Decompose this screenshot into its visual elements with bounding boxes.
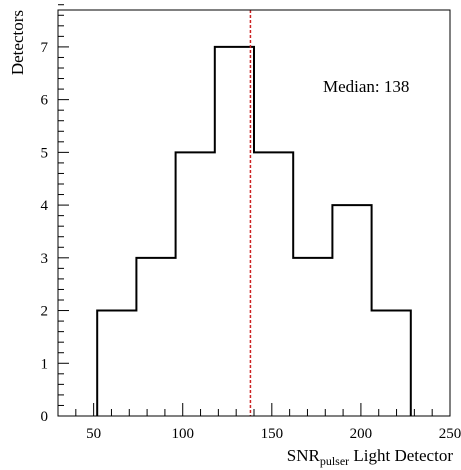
x-tick-label: 100 (171, 426, 194, 442)
x-axis-label: SNRpulser Light Detector (287, 446, 454, 468)
y-tick-label: 0 (41, 409, 49, 425)
y-tick-label: 3 (41, 251, 49, 267)
y-tick-label: 5 (41, 145, 49, 161)
histogram-outline (96, 45, 412, 416)
y-axis-label: Detectors (8, 10, 27, 75)
y-tick-label: 7 (41, 40, 49, 56)
x-axis-label-suffix: Light Detector (349, 446, 453, 465)
y-tick-label: 4 (41, 198, 49, 214)
x-tick-label: 50 (86, 426, 101, 442)
tick-labels: 50 100 150 200 250 0 1 2 3 4 5 6 7 (41, 40, 461, 442)
x-tick-label: 250 (439, 426, 461, 442)
x-tick-label: 200 (350, 426, 373, 442)
y-tick-label: 1 (41, 356, 49, 372)
median-annotation: Median: 138 (323, 77, 409, 96)
y-tick-label: 2 (41, 304, 49, 320)
plot-frame (57, 9, 451, 417)
x-axis-label-main: SNR (287, 446, 321, 465)
x-tick-label: 150 (261, 426, 284, 442)
y-tick-label: 6 (41, 93, 49, 109)
x-axis-label-subscript: pulser (320, 454, 349, 468)
